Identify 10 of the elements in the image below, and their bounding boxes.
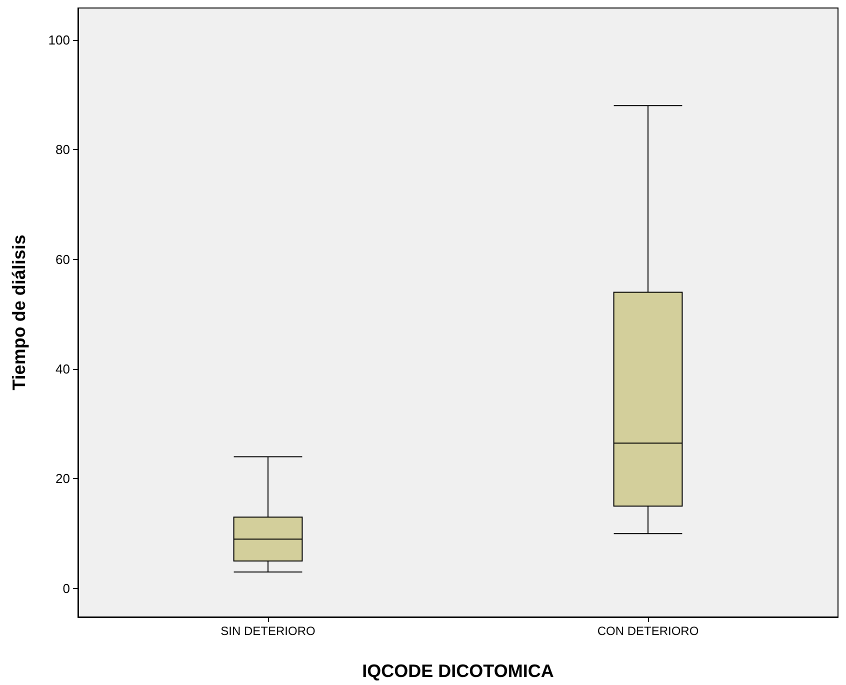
y-axis-title: Tiempo de diálisis [9,234,29,390]
y-tick-label: 0 [62,580,70,596]
x-tick-label: CON DETERIORO [597,624,699,638]
y-tick-label: 20 [56,471,70,486]
x-axis-title: IQCODE DICOTOMICA [362,661,554,681]
x-tick-label: SIN DETERIORO [220,624,316,638]
y-tick-label: 100 [48,32,70,48]
y-tick-label: 80 [56,142,70,158]
y-tick-label: 60 [56,252,70,267]
y-tick-label: 40 [56,362,70,377]
